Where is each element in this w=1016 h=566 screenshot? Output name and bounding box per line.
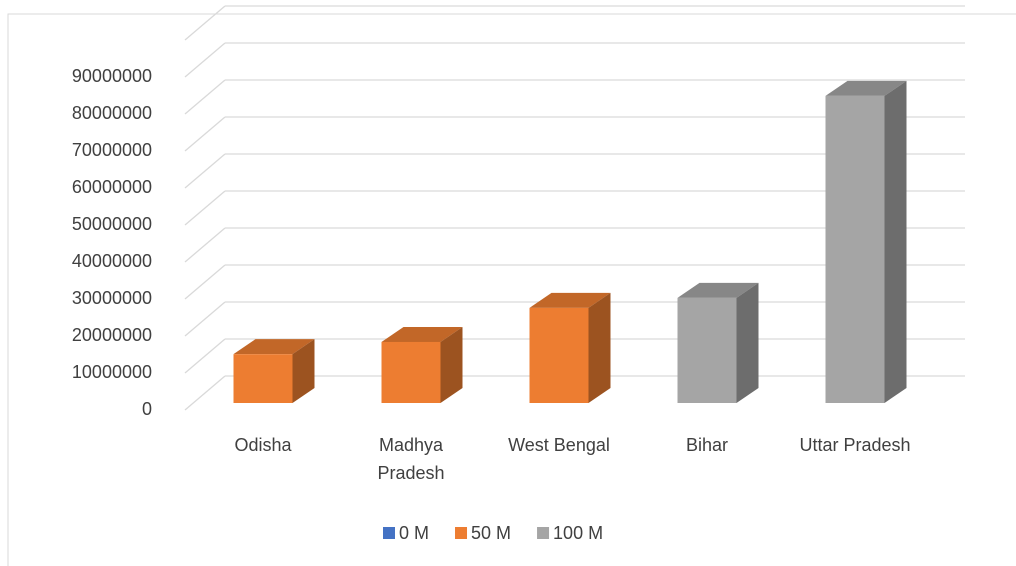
grid-line [184,338,226,374]
bar-side [884,80,907,404]
grid-line [184,301,226,337]
y-tick-label: 20000000 [72,325,152,345]
bar-side [736,282,759,403]
bar [381,341,441,403]
y-tick-label: 80000000 [72,103,152,123]
x-tick-label: Bihar [686,435,728,455]
grid-line [184,79,226,115]
y-tick-label: 70000000 [72,140,152,160]
y-tick-label: 0 [142,399,152,419]
bar [677,297,737,403]
y-tick-label: 60000000 [72,177,152,197]
y-tick-label: 30000000 [72,288,152,308]
grid-line [184,264,226,300]
grid-line [184,42,226,78]
legend-label: 100 M [553,523,603,543]
bar-side [440,326,463,403]
y-tick-label: 40000000 [72,251,152,271]
grid-line [184,190,226,226]
legend-swatch [537,527,550,539]
grid-line [184,116,226,152]
bar-side [292,339,315,403]
x-tick-label: West Bengal [508,435,610,455]
chart-frame [7,13,1016,566]
y-tick-label: 90000000 [72,66,152,86]
bar-top [381,326,463,342]
x-tick-label: Madhya Pradesh [377,435,444,483]
grid-line [184,5,226,41]
legend-swatch [455,527,468,539]
grid-line [184,153,226,189]
y-tick-label: 50000000 [72,214,152,234]
grid-line [184,375,226,411]
legend-label: 50 M [471,523,511,543]
x-tick-label: Uttar Pradesh [799,435,910,455]
bar-top [677,282,759,298]
x-tick-label: Odisha [234,435,292,455]
bar [233,354,293,403]
bar-top [529,292,611,308]
legend-label: 0 M [399,523,429,543]
bar-top [233,339,315,355]
legend-swatch [383,527,395,539]
bar-side [588,292,611,403]
bar [825,95,885,404]
y-tick-label: 10000000 [72,362,152,382]
grid-line [184,227,226,263]
bar-top [825,80,907,96]
bar [529,307,589,403]
